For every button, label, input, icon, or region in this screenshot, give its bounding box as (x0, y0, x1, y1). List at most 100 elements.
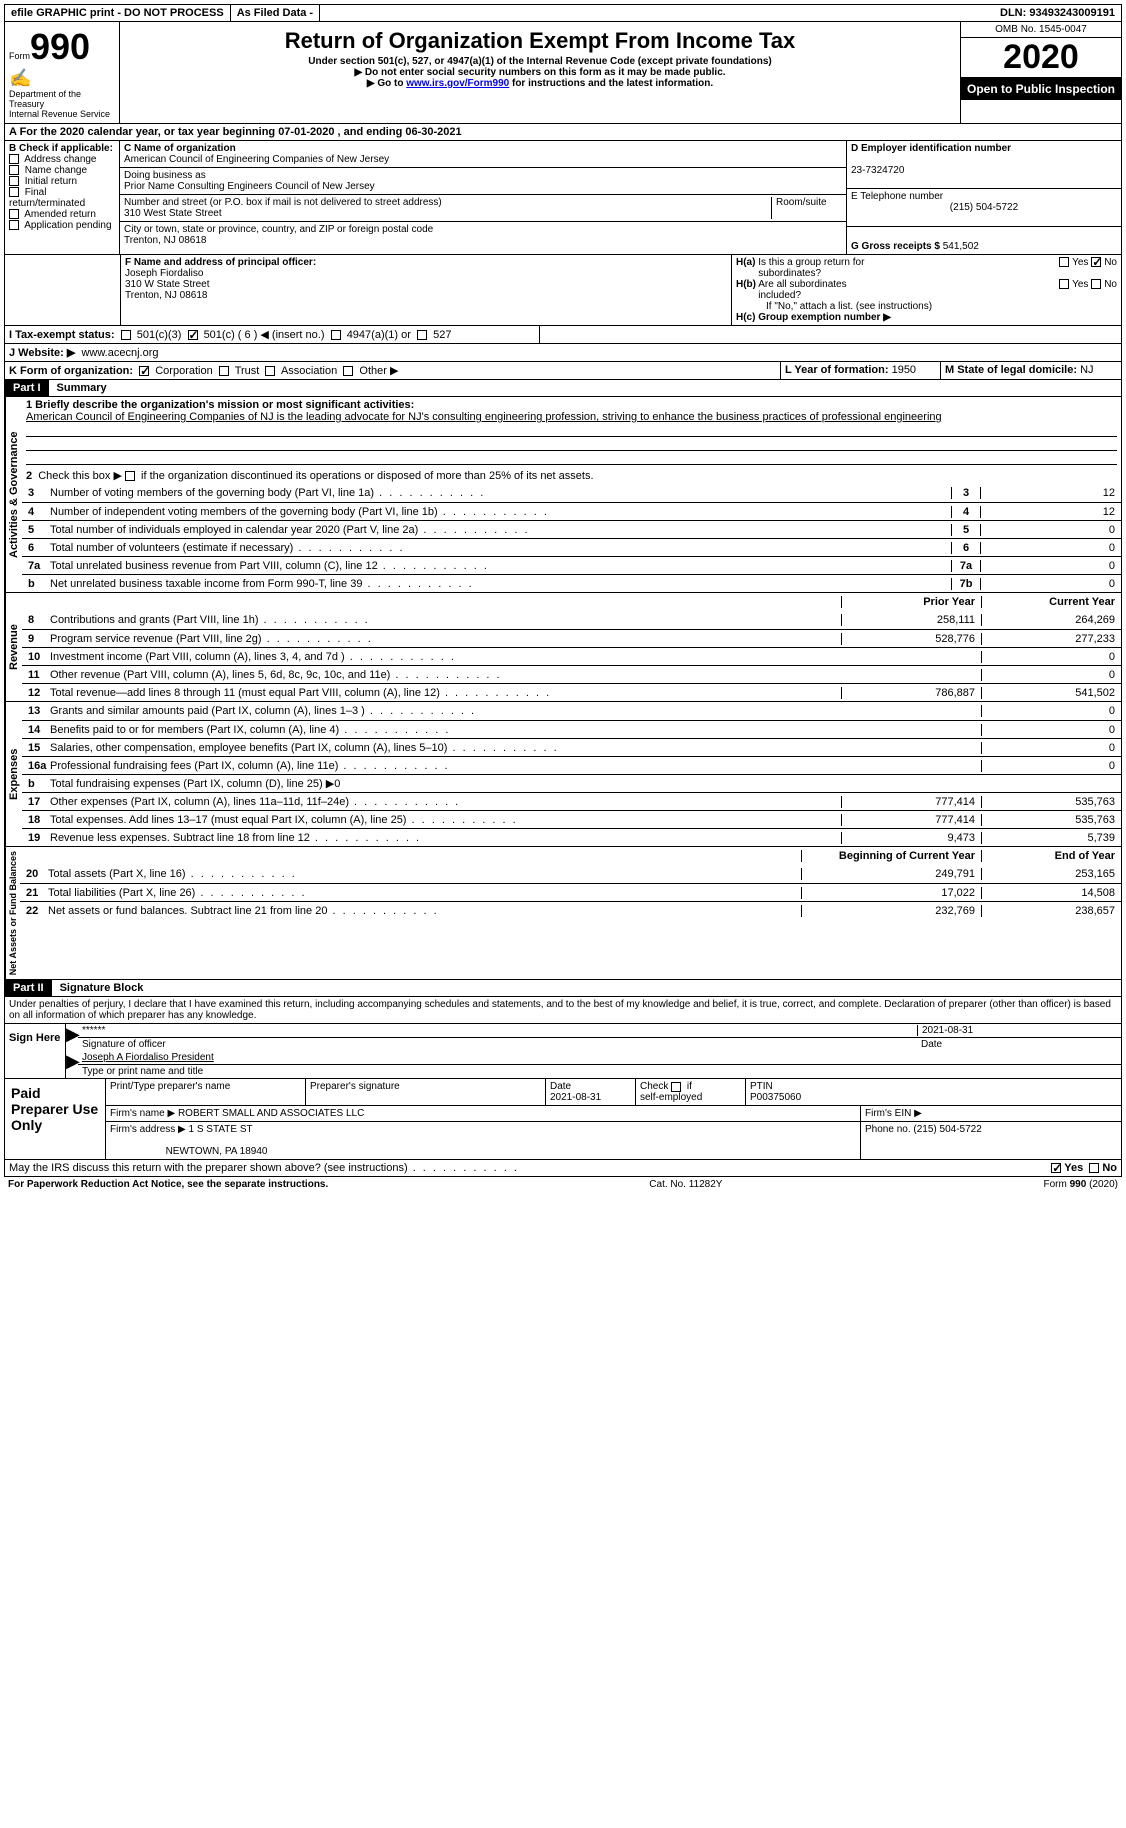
discuss-no-checkbox[interactable] (1089, 1163, 1099, 1173)
colb-checkbox[interactable] (9, 154, 19, 164)
data-line: 12Total revenue—add lines 8 through 11 (… (22, 683, 1121, 701)
rev-vlabel: Revenue (5, 593, 22, 701)
data-line: 22Net assets or fund balances. Subtract … (20, 901, 1121, 919)
firm-addr-label: Firm's address ▶ (110, 1124, 186, 1135)
part1-header: Part I Summary (4, 380, 1122, 397)
line1-label: 1 Briefly describe the organization's mi… (26, 399, 414, 411)
exp-vlabel: Expenses (5, 702, 22, 846)
sig-name: Joseph A Fiordaliso President (78, 1051, 1121, 1065)
part2-header: Part II Signature Block (4, 980, 1122, 997)
header-sub3: ▶ Go to www.irs.gov/Form990 for instruct… (128, 78, 952, 89)
ein-value: 23-7324720 (851, 165, 904, 176)
ha-no-checkbox[interactable] (1091, 257, 1101, 267)
k-assoc-checkbox[interactable] (265, 366, 275, 376)
street-address: 310 West State Street (124, 208, 222, 219)
data-line: 18Total expenses. Add lines 13–17 (must … (22, 810, 1121, 828)
data-line: 14Benefits paid to or for members (Part … (22, 720, 1121, 738)
k-opt0: Corporation (155, 365, 212, 377)
data-line: 20Total assets (Part X, line 16)249,7912… (20, 865, 1121, 883)
dln-label: DLN: (1000, 7, 1026, 19)
col-b: B Check if applicable: Address change Na… (5, 141, 120, 254)
sig-stars: ****** (82, 1025, 917, 1036)
data-line: 10Investment income (Part VIII, column (… (22, 647, 1121, 665)
data-line: 16aProfessional fundraising fees (Part I… (22, 756, 1121, 774)
colb-item: Final return/terminated (9, 187, 115, 209)
discuss-yes-checkbox[interactable] (1051, 1163, 1061, 1173)
k-corp-checkbox[interactable] (139, 366, 149, 376)
self-emp-checkbox[interactable] (671, 1082, 681, 1092)
col-c: C Name of organization American Council … (120, 141, 846, 254)
irs-link[interactable]: www.irs.gov/Form990 (406, 78, 509, 89)
sign-block: Sign Here ▶ ****** 2021-08-31 Signature … (4, 1024, 1122, 1079)
line2-checkbox[interactable] (125, 471, 135, 481)
gov-line: 7aTotal unrelated business revenue from … (22, 556, 1121, 574)
section-a: A For the 2020 calendar year, or tax yea… (4, 124, 1122, 141)
gross-receipts: 541,502 (943, 241, 979, 252)
gov-body: 1 Briefly describe the organization's mi… (22, 397, 1121, 592)
omb-number: OMB No. 1545-0047 (961, 22, 1121, 38)
part1-title: Summary (49, 380, 1121, 397)
hc-label: H(c) Group exemption number ▶ (736, 312, 891, 323)
hb-no-checkbox[interactable] (1091, 279, 1101, 289)
page-footer: For Paperwork Reduction Act Notice, see … (4, 1177, 1122, 1192)
g-label: G Gross receipts $ (851, 241, 940, 252)
curr-year-hdr: Current Year (981, 596, 1121, 608)
hb-yes-checkbox[interactable] (1059, 279, 1069, 289)
net-block: Net Assets or Fund Balances Beginning of… (4, 847, 1122, 980)
colb-checkbox[interactable] (9, 187, 19, 197)
header-title-block: Return of Organization Exempt From Incom… (120, 22, 961, 123)
part2-tab: Part II (5, 980, 52, 997)
prep-name-hdr: Print/Type preparer's name (106, 1079, 306, 1105)
i-501c-checkbox[interactable] (188, 330, 198, 340)
colb-checkbox[interactable] (9, 220, 19, 230)
efile-notice: efile GRAPHIC print - DO NOT PROCESS (5, 5, 231, 21)
data-line: 11Other revenue (Part VIII, column (A), … (22, 665, 1121, 683)
no-label2: No (1104, 279, 1117, 290)
footer-left: For Paperwork Reduction Act Notice, see … (8, 1179, 328, 1190)
header-sub2: ▶ Do not enter social security numbers o… (128, 67, 952, 78)
sig-officer-label: Signature of officer (82, 1039, 917, 1050)
end-year-hdr: End of Year (981, 850, 1121, 862)
f-label: F Name and address of principal officer: (125, 257, 316, 268)
gov-line: bNet unrelated business taxable income f… (22, 574, 1121, 592)
i-label: I Tax-exempt status: (9, 329, 115, 341)
domicile: NJ (1080, 364, 1093, 376)
sig-name-label: Type or print name and title (78, 1065, 1121, 1078)
i-527-checkbox[interactable] (417, 330, 427, 340)
k-trust-checkbox[interactable] (219, 366, 229, 376)
m-label: M State of legal domicile: (945, 364, 1077, 376)
no-label: No (1104, 257, 1117, 268)
discuss-yes: Yes (1064, 1162, 1083, 1174)
k-other-checkbox[interactable] (343, 366, 353, 376)
colb-checkbox[interactable] (9, 176, 19, 186)
sig-date: 2021-08-31 (917, 1025, 1117, 1036)
col-f: F Name and address of principal officer:… (120, 255, 731, 325)
form-title: Return of Organization Exempt From Incom… (128, 28, 952, 54)
colb-checkbox[interactable] (9, 165, 19, 175)
phone-value: (215) 504-5722 (851, 202, 1117, 213)
sign-label: Sign Here (5, 1024, 65, 1078)
website: www.acecnj.org (81, 347, 158, 359)
col-b-label: B Check if applicable: (9, 143, 115, 154)
firm-name: ROBERT SMALL AND ASSOCIATES LLC (178, 1108, 364, 1119)
rev-block: Revenue Prior Year Current Year 8Contrib… (4, 593, 1122, 702)
prep-date: 2021-08-31 (550, 1092, 601, 1103)
data-line: 17Other expenses (Part IX, column (A), l… (22, 792, 1121, 810)
row-klm: K Form of organization: Corporation Trus… (4, 362, 1122, 380)
firm-ein-label: Firm's EIN ▶ (861, 1106, 1121, 1121)
i-501c3-checkbox[interactable] (121, 330, 131, 340)
perjury-text: Under penalties of perjury, I declare th… (4, 997, 1122, 1024)
sig-date-label: Date (917, 1039, 1117, 1050)
c-name-label: C Name of organization (124, 143, 236, 154)
city-label: City or town, state or province, country… (124, 224, 433, 235)
gov-line: 5Total number of individuals employed in… (22, 520, 1121, 538)
ha-yes-checkbox[interactable] (1059, 257, 1069, 267)
fh-row: F Name and address of principal officer:… (4, 254, 1122, 326)
firm-addr: 1 S STATE ST (189, 1124, 253, 1135)
i-4947-checkbox[interactable] (331, 330, 341, 340)
top-bar: efile GRAPHIC print - DO NOT PROCESS As … (4, 4, 1122, 22)
row-j: J Website: ▶ www.acecnj.org (4, 344, 1122, 362)
paid-label: Paid Preparer Use Only (5, 1079, 105, 1159)
colb-checkbox[interactable] (9, 209, 19, 219)
colb-item: Name change (9, 165, 115, 176)
